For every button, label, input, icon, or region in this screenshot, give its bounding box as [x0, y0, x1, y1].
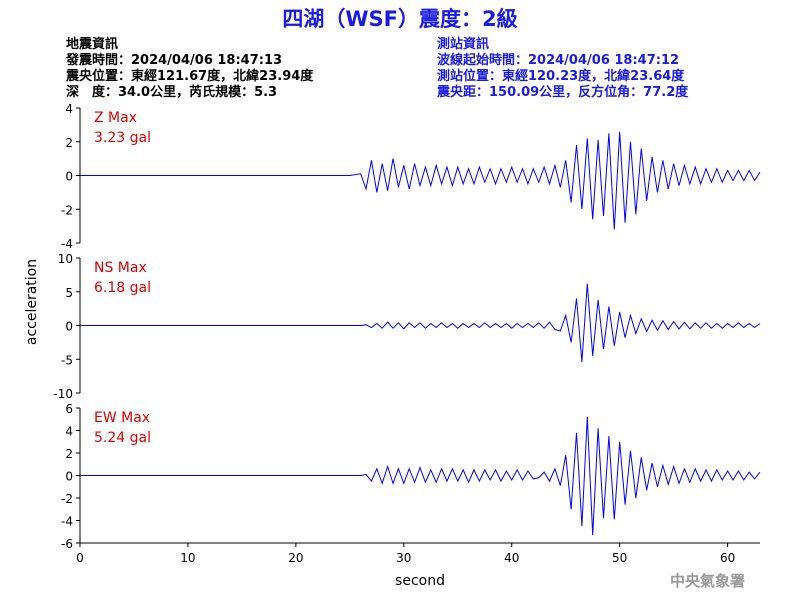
waveform [80, 416, 761, 536]
y-tick-label: 10 [58, 252, 73, 266]
panel-name: Z Max [94, 110, 137, 126]
info-left: 震央位置：東經121.67度，北緯23.94度 [65, 68, 314, 84]
waveform [80, 283, 761, 362]
y-tick-label: 0 [65, 470, 73, 484]
info-right: 波線起始時間：2024/04/06 18:47:12 [437, 52, 679, 68]
x-tick-label: 0 [76, 551, 84, 565]
y-tick-label: -2 [61, 492, 73, 506]
x-tick-label: 50 [612, 551, 627, 565]
y-tick-label: 2 [65, 447, 73, 461]
footer: 中央氣象署 [670, 572, 745, 590]
x-tick-label: 40 [504, 551, 519, 565]
y-tick-label: 0 [65, 320, 73, 334]
x-tick-label: 20 [288, 551, 303, 565]
panel-peak: 3.23 gal [94, 130, 151, 146]
title: 四湖（WSF）震度：2級 [282, 7, 517, 31]
y-tick-label: -5 [61, 353, 73, 367]
y-tick-label: -6 [61, 537, 73, 551]
panel-name: NS Max [94, 260, 147, 276]
info-left: 深 度：34.0公里，芮氏規模：5.3 [66, 84, 277, 100]
y-tick-label: 0 [65, 170, 73, 184]
y-tick-label: -2 [61, 203, 73, 217]
info-right: 測站資訊 [437, 36, 489, 52]
y-tick-label: -10 [53, 387, 73, 401]
y-tick-label: 2 [65, 136, 73, 150]
info-right: 測站位置：東經120.23度，北緯23.64度 [437, 68, 685, 84]
y-axis-label: acceleration [24, 259, 40, 345]
y-tick-label: -4 [61, 237, 73, 251]
x-tick-label: 10 [180, 551, 195, 565]
y-tick-label: 4 [65, 102, 73, 116]
info-left: 發震時間：2024/04/06 18:47:13 [65, 52, 282, 68]
y-tick-label: 5 [65, 286, 73, 300]
y-tick-label: 6 [65, 402, 73, 416]
info-left: 地震資訊 [66, 36, 118, 52]
x-tick-label: 60 [720, 551, 735, 565]
info-right: 震央距：150.09公里，反方位角：77.2度 [436, 84, 689, 100]
panel-name: EW Max [94, 410, 150, 426]
waveform [80, 131, 761, 230]
y-tick-label: 4 [65, 425, 73, 439]
panel-peak: 6.18 gal [94, 280, 151, 296]
x-tick-label: 30 [396, 551, 411, 565]
x-axis-label: second [395, 573, 445, 589]
y-tick-label: -4 [61, 515, 73, 529]
panel-peak: 5.24 gal [94, 430, 151, 446]
